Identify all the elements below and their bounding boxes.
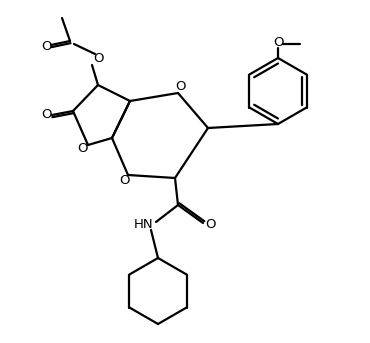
Text: O: O (93, 52, 103, 66)
Text: O: O (205, 217, 215, 230)
Text: O: O (41, 40, 51, 54)
Text: O: O (175, 80, 185, 93)
Text: HN: HN (134, 218, 154, 232)
Text: O: O (77, 142, 87, 154)
Text: O: O (273, 36, 283, 49)
Text: O: O (119, 174, 129, 187)
Text: O: O (41, 108, 51, 121)
